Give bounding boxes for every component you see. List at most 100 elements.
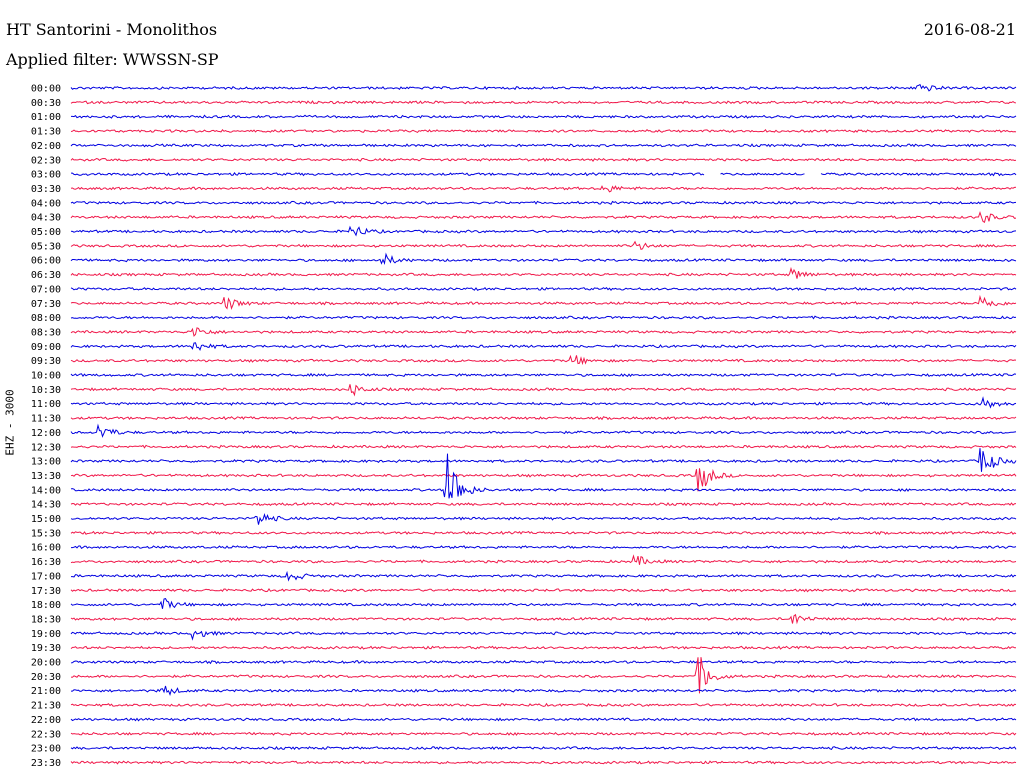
trace-row bbox=[70, 530, 1017, 536]
row-time-label: 12:00 bbox=[31, 428, 61, 439]
row-time-label: 17:30 bbox=[31, 586, 61, 597]
record-date: 2016-08-21 bbox=[923, 20, 1016, 39]
trace-row bbox=[70, 630, 1017, 641]
trace-row bbox=[70, 294, 1017, 310]
row-time-label: 07:00 bbox=[31, 284, 61, 295]
row-time-label: 18:30 bbox=[31, 614, 61, 625]
trace-row bbox=[70, 225, 1017, 237]
trace-row bbox=[70, 659, 1017, 665]
trace-row bbox=[70, 252, 1017, 265]
trace-row bbox=[70, 200, 1017, 205]
row-time-label: 04:30 bbox=[31, 213, 61, 224]
trace-row bbox=[71, 114, 1017, 119]
row-time-label: 00:30 bbox=[31, 98, 61, 109]
trace-row bbox=[70, 745, 1017, 751]
trace-row bbox=[70, 83, 1017, 92]
row-time-label: 01:30 bbox=[31, 127, 61, 138]
row-time-label: 02:30 bbox=[31, 155, 61, 166]
trace-row bbox=[70, 645, 1017, 650]
row-time-label: 10:00 bbox=[31, 371, 61, 382]
trace-row bbox=[70, 415, 1017, 421]
trace-row bbox=[70, 372, 1017, 378]
trace-row bbox=[71, 545, 1017, 550]
trace-row bbox=[820, 172, 1017, 177]
row-time-label: 05:30 bbox=[31, 241, 61, 252]
row-time-label: 13:00 bbox=[31, 457, 61, 468]
station-title: HT Santorini - Monolithos bbox=[6, 20, 218, 39]
row-time-label: 22:30 bbox=[31, 729, 61, 740]
row-time-label: 10:30 bbox=[31, 385, 61, 396]
trace-row bbox=[70, 143, 1017, 148]
trace-row bbox=[70, 731, 1017, 736]
row-time-label: 02:00 bbox=[31, 141, 61, 152]
trace-row bbox=[71, 685, 1017, 697]
row-time-label: 16:30 bbox=[31, 557, 61, 568]
trace-row bbox=[70, 342, 1017, 351]
trace-row bbox=[70, 384, 1017, 397]
trace-row bbox=[70, 554, 1017, 565]
row-time-label: 03:00 bbox=[31, 170, 61, 181]
trace-row bbox=[70, 448, 1017, 472]
row-time-label: 09:30 bbox=[31, 356, 61, 367]
row-time-label: 16:00 bbox=[31, 543, 61, 554]
trace-row bbox=[70, 598, 1017, 609]
trace-row bbox=[70, 423, 1017, 438]
row-time-label: 21:30 bbox=[31, 701, 61, 712]
trace-row bbox=[70, 587, 1017, 593]
trace-row bbox=[70, 717, 1017, 722]
row-time-label: 08:30 bbox=[31, 327, 61, 338]
row-time-label: 05:00 bbox=[31, 227, 61, 238]
trace-row bbox=[70, 240, 1017, 251]
row-time-label: 04:00 bbox=[31, 198, 61, 209]
trace-row bbox=[70, 657, 1017, 694]
trace-row bbox=[70, 354, 1017, 366]
trace-row bbox=[70, 702, 1017, 708]
trace-row bbox=[70, 157, 1017, 162]
trace-row bbox=[70, 327, 1017, 337]
trace-row bbox=[70, 100, 1017, 105]
trace-row bbox=[70, 513, 1017, 525]
trace-row bbox=[70, 129, 1017, 134]
row-time-label: 20:30 bbox=[31, 672, 61, 683]
trace-row bbox=[70, 266, 1017, 279]
row-time-label: 06:00 bbox=[31, 256, 61, 267]
row-time-label: 01:00 bbox=[31, 112, 61, 123]
row-time-label: 12:30 bbox=[31, 442, 61, 453]
trace-row bbox=[70, 396, 1017, 409]
trace-row bbox=[70, 613, 1017, 625]
trace-row bbox=[70, 185, 1017, 193]
row-time-label: 14:00 bbox=[31, 485, 61, 496]
row-time-label: 14:30 bbox=[31, 500, 61, 511]
row-time-label: 20:00 bbox=[31, 658, 61, 669]
row-time-label: 03:30 bbox=[31, 184, 61, 195]
row-time-label: 07:30 bbox=[31, 299, 61, 310]
trace-row bbox=[70, 444, 1017, 449]
row-time-label: 23:00 bbox=[31, 744, 61, 755]
row-time-label: 00:00 bbox=[31, 84, 61, 95]
row-time-label: 23:30 bbox=[31, 758, 61, 769]
row-time-label: 09:00 bbox=[31, 342, 61, 353]
trace-row bbox=[71, 570, 1017, 582]
trace-row bbox=[70, 760, 1017, 765]
row-time-label: 11:00 bbox=[31, 399, 61, 410]
row-time-label: 08:00 bbox=[31, 313, 61, 324]
row-time-label: 19:00 bbox=[31, 629, 61, 640]
trace-row bbox=[70, 286, 1017, 292]
row-time-label: 11:30 bbox=[31, 414, 61, 425]
row-time-label: 21:00 bbox=[31, 686, 61, 697]
trace-row bbox=[70, 453, 1017, 499]
row-time-label: 22:00 bbox=[31, 715, 61, 726]
trace-row bbox=[720, 172, 805, 176]
row-time-label: 15:00 bbox=[31, 514, 61, 525]
row-time-label: 15:30 bbox=[31, 528, 61, 539]
trace-row bbox=[70, 315, 1017, 320]
trace-row bbox=[71, 172, 705, 177]
row-time-label: 17:00 bbox=[31, 571, 61, 582]
trace-row bbox=[70, 502, 1017, 507]
trace-row bbox=[70, 211, 1017, 223]
row-time-label: 13:30 bbox=[31, 471, 61, 482]
filter-label: Applied filter: WWSSN-SP bbox=[6, 50, 219, 69]
row-time-label: 19:30 bbox=[31, 643, 61, 654]
trace-row bbox=[70, 468, 1017, 492]
